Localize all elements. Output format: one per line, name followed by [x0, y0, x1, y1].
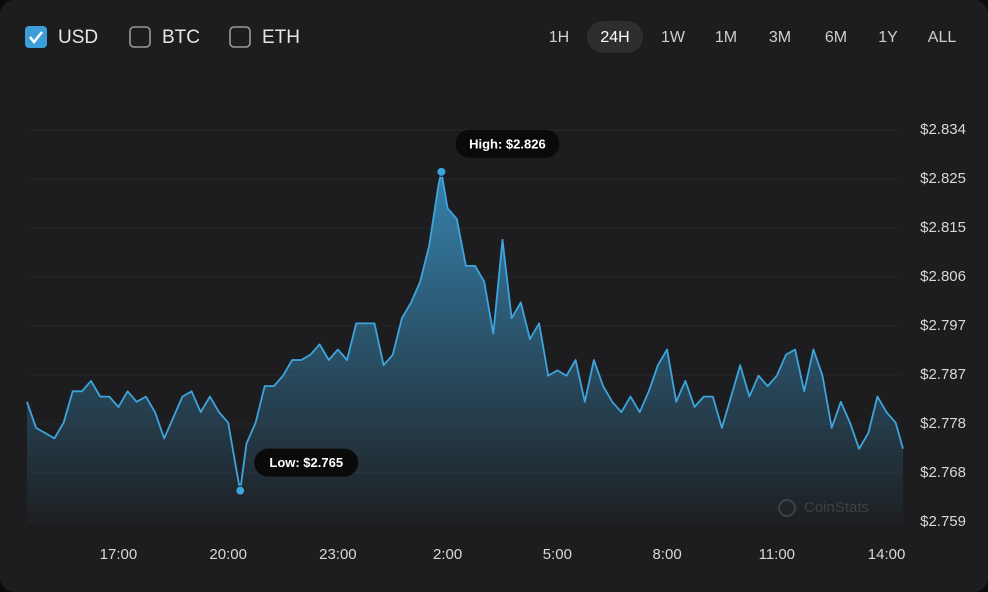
annotation-label: Low: $2.765: [269, 455, 343, 470]
y-tick-label: $2.815: [920, 219, 966, 236]
y-tick-label: $2.759: [920, 513, 966, 530]
checkmark: [29, 31, 43, 45]
checkbox[interactable]: [229, 26, 251, 48]
x-tick-label: 14:00: [868, 546, 906, 563]
x-tick-label: 23:00: [319, 546, 357, 563]
checkbox-label[interactable]: ETH: [262, 27, 300, 48]
annotation-label: High: $2.826: [469, 136, 546, 151]
range-button[interactable]: ALL: [928, 29, 957, 46]
y-tick-label: $2.787: [920, 366, 966, 383]
range-button[interactable]: 1Y: [878, 29, 898, 46]
line: [26, 170, 904, 492]
y-tick-label: $2.797: [920, 317, 966, 334]
annotation-dot: [235, 485, 246, 496]
range-button[interactable]: 6M: [825, 29, 847, 46]
checkbox[interactable]: [25, 26, 47, 48]
checkbox-label[interactable]: USD: [58, 27, 98, 48]
y-tick-label: $2.834: [920, 121, 966, 138]
range-selected-bg: [587, 21, 643, 53]
checkbox-label[interactable]: BTC: [162, 27, 200, 48]
y-tick-label: $2.778: [920, 415, 966, 432]
x-tick-label: 17:00: [100, 546, 138, 563]
range-button[interactable]: 1H: [549, 29, 569, 46]
annotation-bg: [455, 129, 560, 158]
x-tick-label: 11:00: [759, 546, 795, 563]
y-tick-label: $2.806: [920, 268, 966, 285]
y-tick-label: $2.825: [920, 170, 966, 187]
annotation-dot: [436, 166, 447, 177]
x-tick-label: 2:00: [433, 546, 462, 563]
x-tick-label: 20:00: [209, 546, 247, 563]
x-tick-label: 5:00: [543, 546, 572, 563]
range-button[interactable]: 3M: [769, 29, 791, 46]
y-tick-label: $2.768: [920, 464, 966, 481]
checkbox[interactable]: [129, 26, 151, 48]
range-button[interactable]: 1M: [715, 29, 737, 46]
annotation-bg: [254, 448, 359, 477]
x-tick-label: 8:00: [652, 546, 681, 563]
area: [27, 171, 903, 523]
range-button[interactable]: 24H: [600, 29, 629, 46]
range-button[interactable]: 1W: [661, 29, 686, 46]
